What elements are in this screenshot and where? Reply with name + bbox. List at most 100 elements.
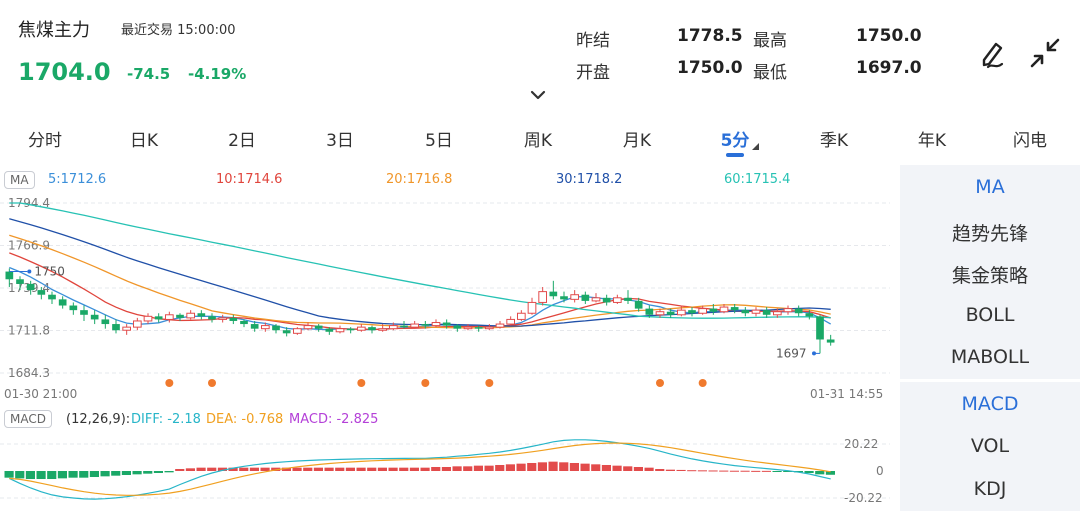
candle-body [132,320,142,328]
candle-body [442,322,451,326]
macd-bar [676,469,686,471]
tab-monthly[interactable]: 月K [622,131,652,151]
macd-bar [815,471,825,475]
macd-bar [548,461,558,471]
macd-bar [751,470,761,472]
macd-bar [89,471,99,478]
macd-bar [452,466,462,471]
indicator-kdj[interactable]: KDJ [973,478,1007,500]
indicator-maboll[interactable]: MABOLL [950,346,1030,368]
candle-body [410,323,420,328]
indicator-trend[interactable]: 趋势先锋 [951,223,1028,245]
candle-body [26,283,35,291]
macd-bar [665,469,675,471]
macd-value-label: MACD: -2.825 [289,412,379,427]
ma60-label: 60:1715.4 [724,172,791,187]
macd-bar [473,465,483,471]
macd-bar [228,467,238,471]
macd-bar [335,467,345,471]
tab-weekly[interactable]: 周K [523,131,553,151]
candle-body [634,300,643,309]
macd-bar [527,462,537,471]
candle-body [388,325,398,330]
candle-body [335,328,345,333]
candle-body [303,325,313,330]
x-axis-label: 01-31 14:55 [810,387,883,401]
macd-bar [783,471,793,472]
macd-bar [740,470,750,472]
indicator-ma[interactable]: MA [975,176,1005,198]
candle-body [762,310,771,315]
macd-bar [708,470,718,472]
candle-body [378,328,388,331]
x-axis-label: 01-30 21:00 [4,387,77,401]
tab-quarterly[interactable]: 季K [819,131,849,151]
high-marker-dot [27,269,32,274]
macd-bar [484,465,494,471]
collapse-icon[interactable] [1028,36,1062,70]
candle-body [368,327,376,331]
macd-bar [409,467,419,471]
tab-flash[interactable]: 闪电 [1013,131,1047,151]
candle-body [772,311,782,316]
tab-3day[interactable]: 3日 [326,131,354,151]
macd-bar [303,467,313,471]
tab-daily[interactable]: 日K [129,131,159,151]
stat-value-open: 1750.0 [677,58,743,78]
draw-icon[interactable] [976,36,1010,70]
candle-body [176,314,184,318]
indicator-boll[interactable]: BOLL [965,304,1015,326]
candle-body [314,325,323,329]
tab-5min[interactable]: 5分 [720,131,750,151]
instrument-name: 焦煤主力 [18,20,90,41]
ma30-line [9,218,831,327]
candle-body [560,296,568,300]
candle-body [122,326,132,331]
candle-body [741,310,750,314]
macd-bar [495,464,505,471]
ma-tag[interactable]: MA [4,171,35,189]
tab-fenshi[interactable]: 分时 [28,131,62,151]
signal-dot [656,379,664,387]
candle-body [282,330,291,334]
ma20-line [9,234,831,329]
indicator-macd[interactable]: MACD [961,393,1019,415]
stat-label-low: 最低 [753,63,787,83]
signal-dot [485,379,494,387]
macd-bar [420,467,430,471]
indicator-strategy[interactable]: 集金策略 [951,265,1028,287]
macd-bar [207,467,217,471]
macd-bar [47,471,57,480]
stat-label-prev-settle: 昨结 [576,31,610,51]
candle-body [229,317,238,321]
indicator-vol[interactable]: VOL [970,435,1010,457]
macd-params: (12,26,9): [66,412,131,427]
indicator-panel [900,165,1080,511]
macd-bar [761,470,771,472]
macd-bar [431,466,441,471]
candle-body [676,309,686,316]
macd-bar [271,467,281,471]
macd-bar [249,467,259,471]
tab-5day[interactable]: 5日 [425,131,453,151]
chevron-down-icon[interactable] [528,88,548,102]
signal-dot [421,379,430,387]
tab-dropdown-caret-icon[interactable] [752,143,759,150]
macd-diff-line [9,439,831,500]
tab-2day[interactable]: 2日 [228,131,256,151]
macd-dea-label: DEA: -0.768 [206,412,284,427]
macd-bar [57,471,67,479]
macd-tag[interactable]: MACD [4,410,52,428]
macd-bar [313,467,323,471]
macd-bar [164,471,174,473]
candle-body [581,294,590,301]
macd-bar [15,471,25,479]
candle-body [260,325,270,330]
candle-body [570,294,580,300]
macd-bar [591,464,601,471]
macd-bar [377,467,387,471]
ma5-label: 5:1712.6 [48,172,107,187]
tab-yearly[interactable]: 年K [917,131,947,151]
